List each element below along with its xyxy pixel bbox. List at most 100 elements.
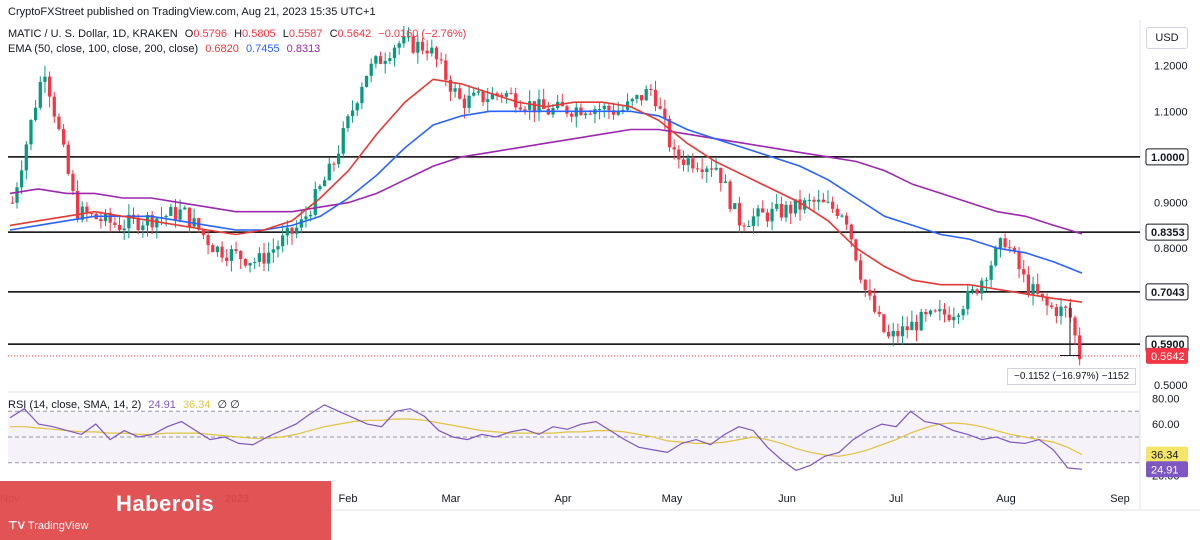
candle-body — [406, 36, 411, 38]
candle-body — [295, 227, 299, 234]
candle-body — [425, 50, 429, 54]
candle-body — [341, 128, 345, 154]
candle-body — [1012, 247, 1017, 252]
candle-body — [458, 88, 462, 99]
candle-body — [173, 207, 178, 220]
candle-body — [700, 169, 704, 172]
ema-line[interactable]: EMA (50, close, 100, close, 200, close) … — [8, 43, 324, 55]
candle-body — [201, 229, 206, 236]
candle-body — [840, 215, 844, 217]
candle-body — [444, 60, 448, 80]
candle-body — [886, 332, 891, 337]
candle-body — [378, 56, 383, 64]
candle-body — [607, 105, 611, 111]
candle-body — [262, 253, 266, 264]
candle-body — [956, 315, 961, 317]
candle-body — [52, 96, 56, 117]
candle-body — [1008, 247, 1012, 249]
candle-body — [257, 253, 261, 263]
rsi-sma-line — [10, 418, 1083, 457]
candle-body — [924, 311, 928, 315]
candle-body — [756, 208, 760, 217]
measure-label: −0.1152 (−16.97%) −1152 — [1007, 368, 1136, 385]
candle-body — [900, 326, 905, 337]
time-tick-label: Aug — [996, 493, 1016, 505]
candle-body — [910, 321, 914, 331]
rsi-value: 24.91 — [148, 399, 176, 411]
candle-body — [1059, 306, 1063, 316]
candle-body — [994, 247, 998, 266]
candle-body — [942, 309, 947, 315]
ema200-value: 0.8313 — [286, 43, 321, 55]
ema-label: EMA (50, close, 100, close, 200, close) — [8, 43, 199, 55]
candle-body — [770, 208, 774, 222]
candle-body — [858, 260, 863, 280]
candle-body — [364, 75, 369, 87]
candle-body — [667, 118, 672, 148]
candle-body — [751, 216, 756, 227]
candle-body — [113, 222, 117, 225]
candle-body — [583, 113, 588, 116]
candle-body — [611, 110, 616, 115]
candle-body — [271, 249, 275, 253]
candle-body — [817, 199, 821, 202]
candle-body — [318, 186, 322, 190]
candle-body — [1022, 269, 1026, 275]
price-tick-label: 0.5000 — [1154, 380, 1188, 392]
time-tick-label: Jun — [778, 493, 796, 505]
candle-body — [490, 93, 495, 100]
candle-body — [914, 321, 919, 331]
candle-body — [733, 203, 737, 210]
candle-body — [532, 101, 536, 113]
rsi-label: RSI (14, close, SMA, 14, 2) — [8, 399, 142, 411]
ema50-line — [9, 78, 1083, 303]
candle-body — [653, 89, 658, 107]
candle-body — [765, 212, 770, 222]
candle-body — [299, 219, 303, 228]
candle-body — [775, 204, 779, 209]
candle-body — [164, 215, 168, 218]
tradingview-logo-text: TradingView — [27, 520, 89, 532]
candle-body — [602, 105, 606, 110]
candle-body — [570, 113, 574, 117]
price-tick-label: 0.9000 — [1154, 198, 1188, 210]
candle-body — [89, 213, 94, 215]
candle-body — [728, 181, 732, 210]
candle-body — [481, 91, 485, 103]
candle-body — [327, 163, 331, 181]
currency-button[interactable]: USD — [1146, 27, 1188, 49]
candle-body — [476, 91, 481, 93]
candle-body — [215, 246, 220, 253]
candle-body — [388, 58, 392, 61]
candle-body — [253, 262, 257, 264]
candle-body — [1003, 238, 1007, 248]
candle-body — [336, 153, 341, 165]
candle-body — [705, 168, 709, 172]
candle-body — [43, 76, 47, 82]
rsi-legend[interactable]: RSI (14, close, SMA, 14, 2) 24.91 36.34 … — [8, 398, 244, 411]
candle-body — [472, 92, 476, 96]
candle-body — [29, 119, 33, 145]
candle-body — [891, 330, 895, 337]
candle-body — [882, 314, 886, 333]
candle-body — [639, 95, 644, 101]
candle-body — [812, 199, 816, 202]
close-value: 0.5642 — [337, 28, 372, 40]
candle-body — [691, 158, 695, 169]
candle-body — [952, 316, 956, 321]
candle-body — [826, 201, 830, 203]
tradingview-logo: ⊤V TradingView — [8, 519, 88, 532]
publisher-line: CryptoFXStreet published on TradingView.… — [8, 6, 380, 18]
candle-body — [1031, 284, 1035, 295]
candle-body — [719, 167, 723, 184]
candle-body — [346, 116, 350, 129]
candle-body — [155, 218, 159, 228]
candle-body — [169, 207, 173, 216]
candle-body — [793, 199, 797, 214]
candle-body — [1040, 293, 1045, 298]
candle-body — [308, 214, 313, 217]
candle-body — [360, 86, 364, 104]
candle-body — [714, 167, 718, 170]
candle-body — [416, 41, 420, 53]
